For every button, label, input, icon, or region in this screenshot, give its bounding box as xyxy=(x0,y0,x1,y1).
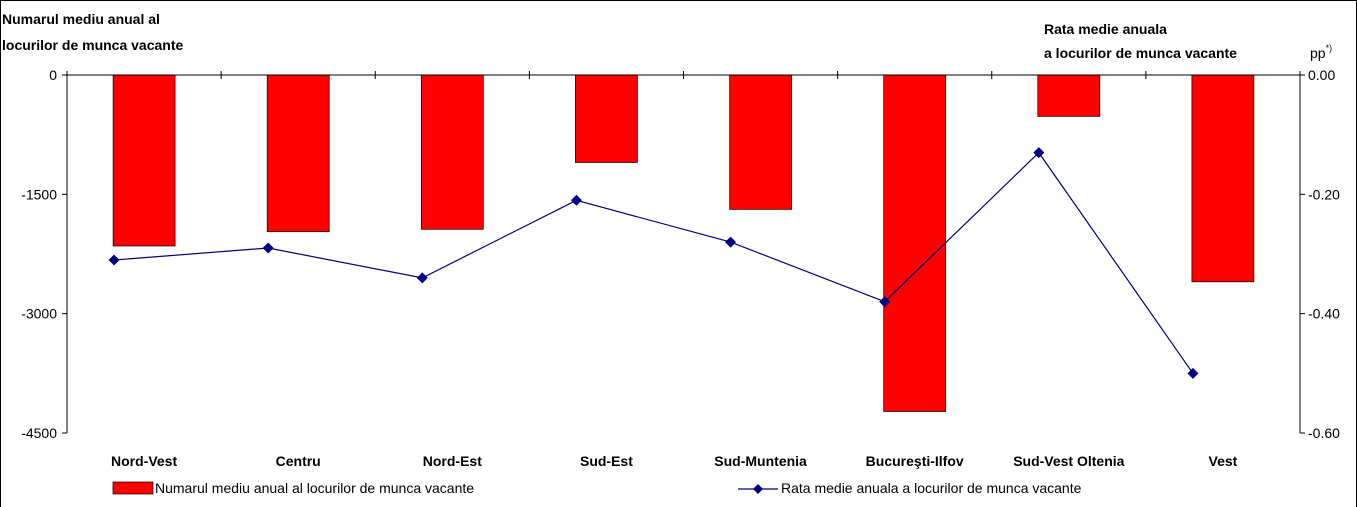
right-axis-title-line2: a locurilor de munca vacante xyxy=(1044,45,1237,61)
right-axis-unit-text: pp xyxy=(1310,45,1326,61)
left-axis-title-line2: locurilor de munca vacante xyxy=(2,37,183,53)
legend-line-label: Rata medie anuala a locurilor de munca v… xyxy=(781,480,1082,496)
left-axis-title-line1: Numarul mediu anual al xyxy=(2,11,160,27)
line-layer xyxy=(108,147,1199,379)
right-tick-label-0: 0.00 xyxy=(1308,67,1335,83)
bar-5 xyxy=(883,74,947,412)
right-axis-title-line1: Rata medie anuala xyxy=(1044,21,1167,37)
legend: Numarul mediu anual al locurilor de munc… xyxy=(112,480,1082,496)
bar-3 xyxy=(575,74,638,163)
bar-4 xyxy=(729,74,792,210)
left-tick-label-3: -4500 xyxy=(21,425,57,441)
rate-point-7 xyxy=(1187,367,1199,379)
category-label-6: Sud-Vest Oltenia xyxy=(1013,453,1124,469)
category-label-2: Nord-Est xyxy=(423,453,482,469)
left-tick-label-1: -1500 xyxy=(21,186,57,202)
labels-layer: 0 -1500 -3000 -4500 0.00 -0.20 -0.40 -0.60 Nord-… xyxy=(21,67,1340,469)
bar-0 xyxy=(112,74,176,247)
rate-point-2 xyxy=(416,272,428,284)
rate-point-5 xyxy=(879,296,891,308)
right-tick-label-3: -0.60 xyxy=(1308,425,1340,441)
rate-point-0 xyxy=(108,254,120,266)
rate-point-6 xyxy=(1033,147,1045,159)
rate-line xyxy=(114,151,1194,374)
right-axis-unit: pp*) xyxy=(1310,43,1332,61)
rate-point-3 xyxy=(570,194,582,206)
right-tick-label-1: -0.20 xyxy=(1308,186,1340,202)
bar-6 xyxy=(1037,74,1101,117)
category-label-0: Nord-Vest xyxy=(111,453,177,469)
bar-1 xyxy=(266,74,330,233)
bar-2 xyxy=(420,74,484,230)
category-label-7: Vest xyxy=(1209,453,1238,469)
bars-layer xyxy=(112,74,1255,412)
category-label-4: Sud-Muntenia xyxy=(714,453,807,469)
rate-point-1 xyxy=(262,242,274,254)
category-label-5: Bucureşti-Ilfov xyxy=(866,453,964,469)
bar-7 xyxy=(1191,74,1255,283)
category-label-3: Sud-Est xyxy=(580,453,633,469)
right-axis-unit-sup: *) xyxy=(1326,43,1333,53)
legend-bar-swatch xyxy=(112,481,154,495)
right-tick-label-2: -0.40 xyxy=(1308,306,1340,322)
rate-point-4 xyxy=(725,236,737,248)
category-label-1: Centru xyxy=(276,453,321,469)
axes-layer xyxy=(62,71,1305,434)
left-tick-label-2: -3000 xyxy=(21,306,57,322)
legend-line-marker xyxy=(753,484,763,494)
left-tick-label-0: 0 xyxy=(49,67,57,83)
legend-bar-label: Numarul mediu anual al locurilor de munc… xyxy=(155,480,474,496)
